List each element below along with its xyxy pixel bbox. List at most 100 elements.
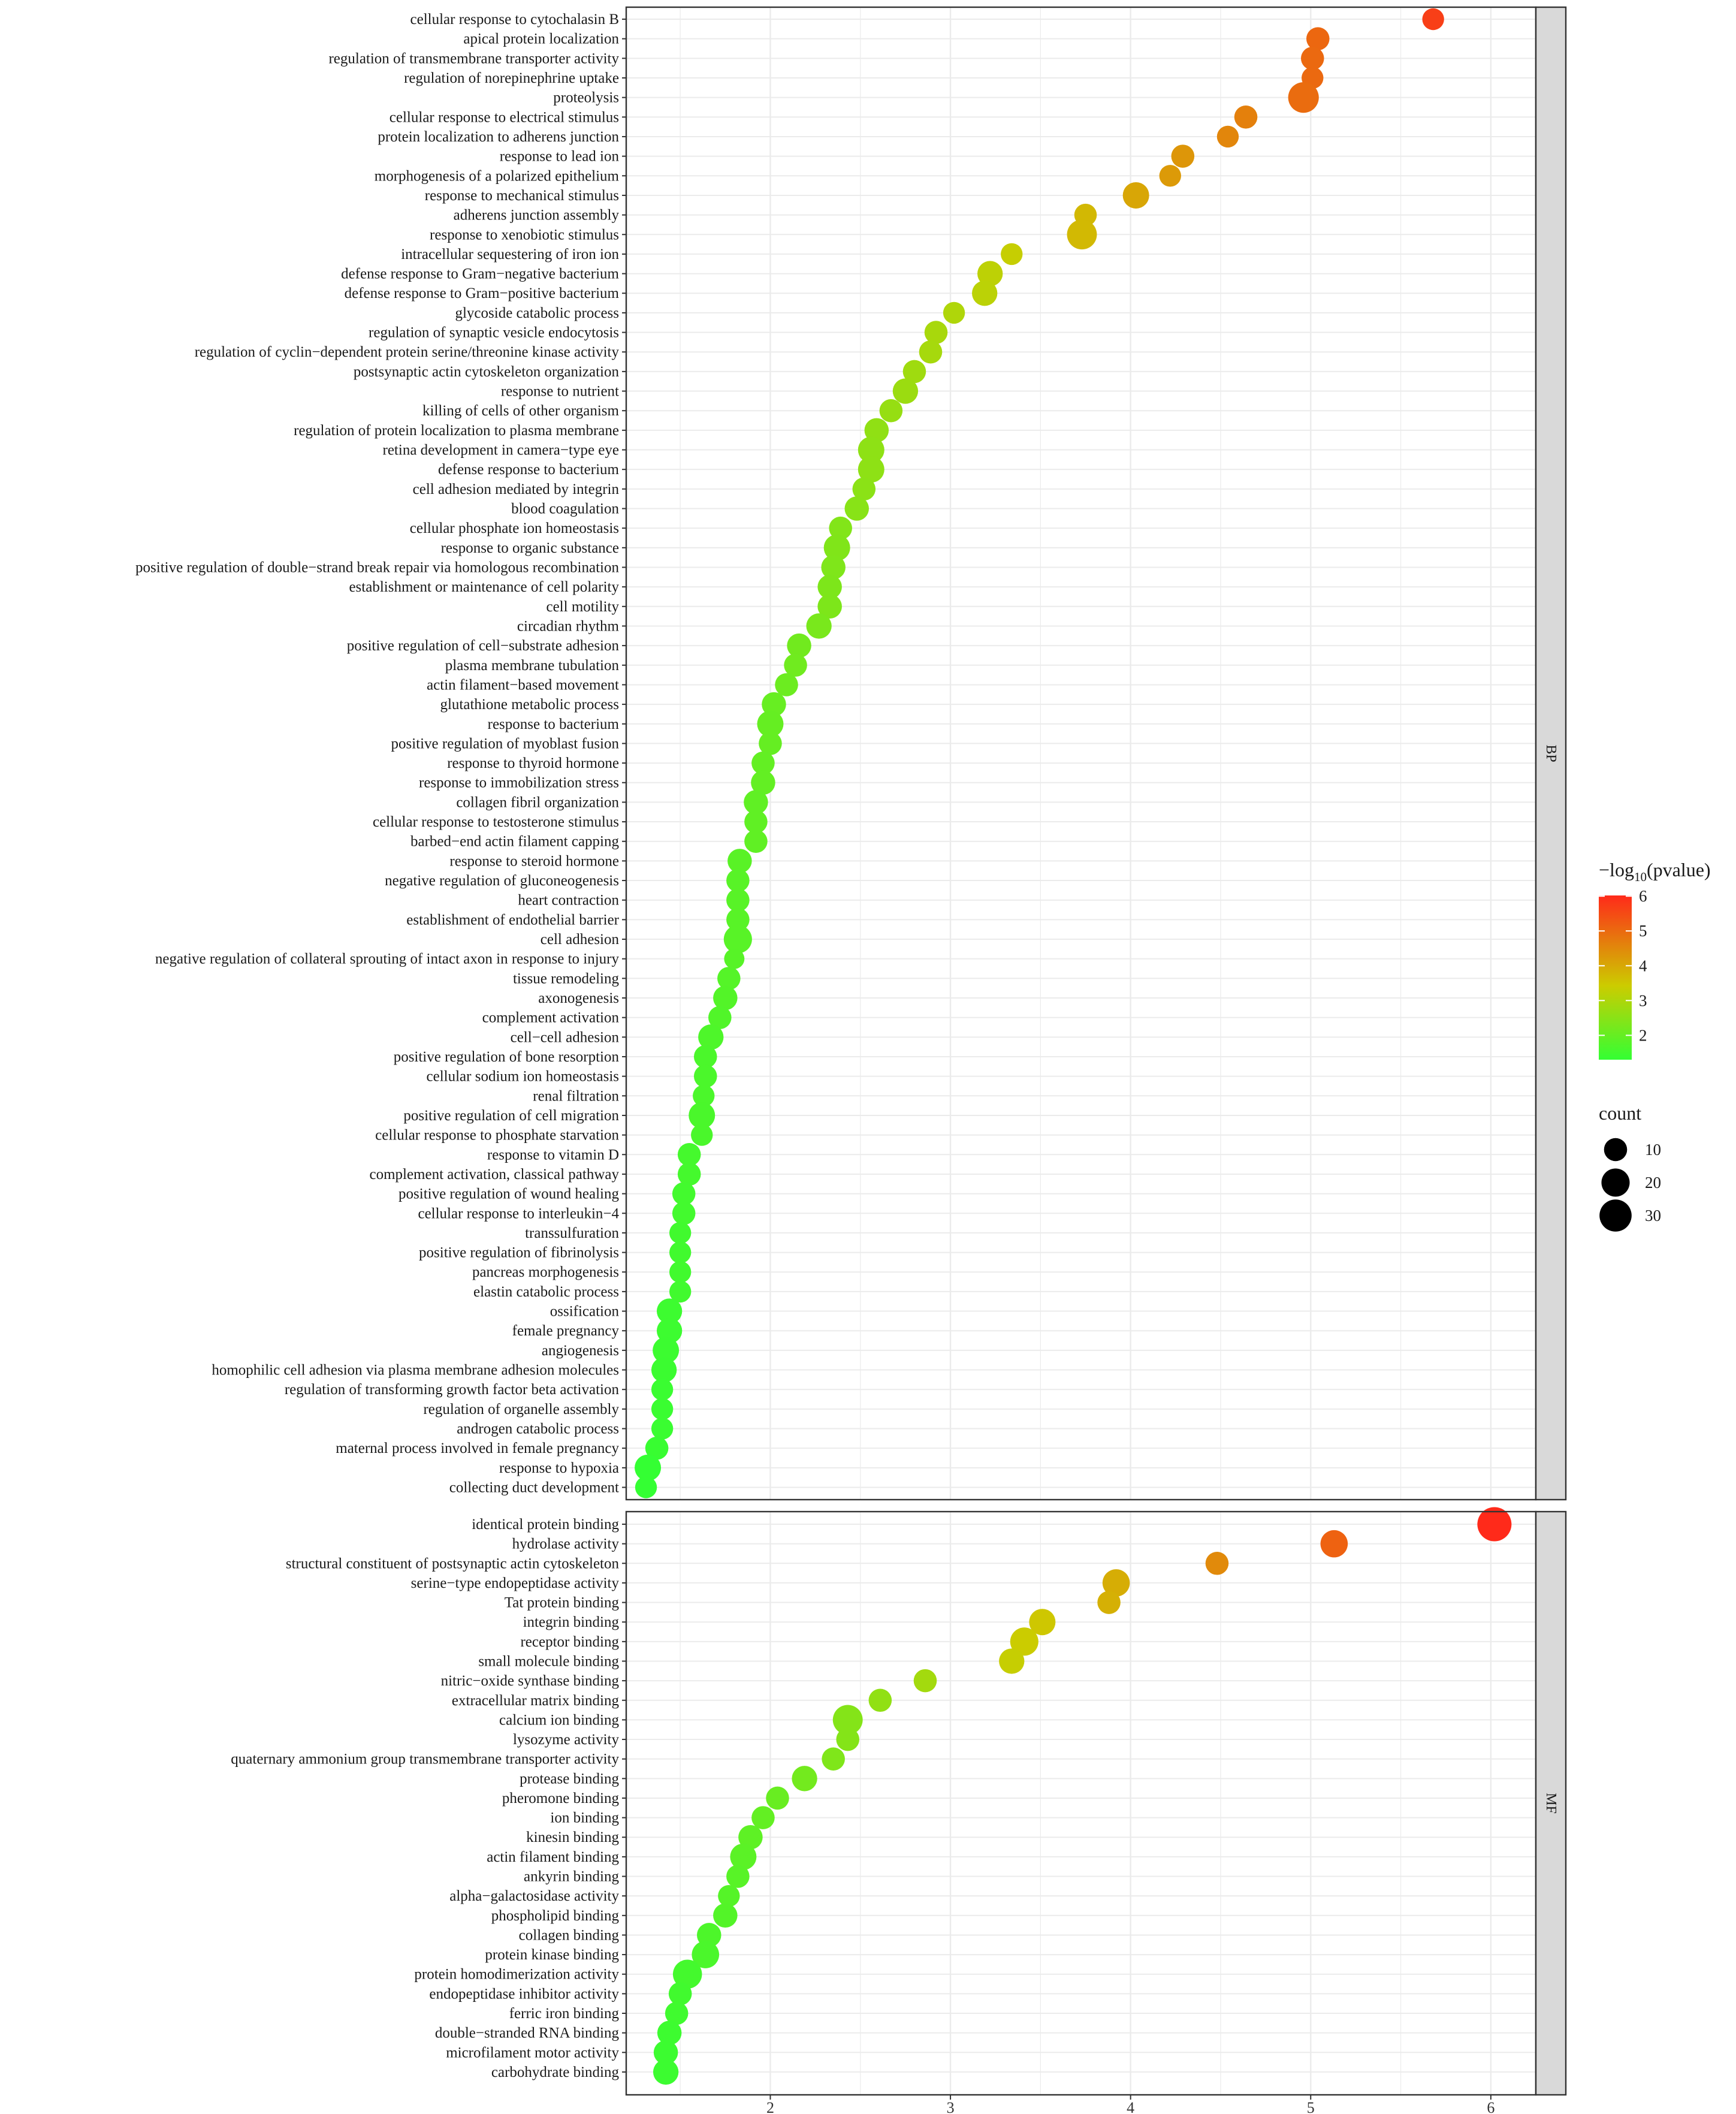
data-point [693, 1064, 717, 1088]
data-point [972, 281, 998, 306]
data-point [669, 1280, 692, 1303]
data-point [689, 1102, 715, 1129]
facet-strip-label: BP [1543, 744, 1559, 762]
data-point [713, 985, 738, 1011]
term-label: positive regulation of cell migration [403, 1108, 619, 1124]
term-label: negative regulation of collateral sprout… [155, 951, 620, 967]
term-label: heart contraction [518, 892, 619, 909]
data-point [1477, 1507, 1512, 1542]
term-label: cellular response to testosterone stimul… [373, 814, 619, 830]
data-point [817, 574, 842, 599]
data-point [668, 1982, 692, 2006]
term-label: kinesin binding [526, 1829, 619, 1845]
term-label: microfilament motor activity [446, 2044, 619, 2061]
data-point [751, 751, 775, 775]
data-point [822, 1747, 845, 1771]
term-label: adherens junction assembly [454, 207, 620, 224]
term-label: response to xenobiotic stimulus [430, 227, 619, 243]
term-label: collagen fibril organization [456, 794, 619, 810]
panel-background [626, 7, 1536, 1500]
term-label: calcium ion binding [499, 1712, 619, 1728]
term-label: actin filament binding [487, 1849, 619, 1865]
term-label: regulation of cyclin−dependent protein s… [195, 344, 620, 360]
term-label: cell motility [546, 599, 619, 615]
data-point [669, 1261, 692, 1283]
x-tick-label: 6 [1487, 2099, 1495, 2114]
term-label: apical protein localization [463, 31, 619, 47]
data-point [692, 1941, 720, 1968]
term-label: ankyrin binding [524, 1869, 620, 1885]
term-label: positive regulation of cell−substrate ad… [347, 638, 620, 654]
data-point [775, 673, 798, 696]
term-label: collagen binding [519, 1927, 620, 1943]
data-point [697, 1923, 721, 1947]
data-point [677, 1143, 701, 1166]
data-point [806, 613, 832, 639]
term-label: quaternary ammonium group transmembrane … [231, 1751, 619, 1768]
term-label: defense response to Gram−negative bacter… [341, 266, 619, 282]
data-point [656, 1298, 683, 1324]
term-label: carbohydrate binding [491, 2064, 620, 2080]
data-point [792, 1766, 817, 1792]
term-label: transsulfuration [525, 1225, 619, 1241]
data-point [829, 516, 852, 540]
term-label: response to thyroid hormone [447, 755, 619, 771]
data-point [635, 1454, 662, 1481]
term-label: defense response to bacterium [438, 462, 620, 478]
data-point [1102, 1569, 1130, 1597]
data-point [730, 1843, 757, 1870]
colorbar-tick-label: 4 [1639, 957, 1647, 975]
term-label: collecting duct development [449, 1480, 619, 1496]
term-label: response to nutrient [501, 384, 619, 400]
data-point [713, 1903, 738, 1928]
data-point [727, 849, 752, 873]
size-legend-point [1601, 1168, 1630, 1197]
data-point [653, 1337, 680, 1364]
x-tick-label: 3 [947, 2099, 955, 2114]
term-label: postsynaptic actin cytoskeleton organiza… [354, 364, 620, 380]
data-point [879, 399, 903, 423]
data-point [1205, 1552, 1229, 1575]
data-point [852, 477, 876, 501]
data-point [977, 261, 1003, 287]
term-label: extracellular matrix binding [452, 1693, 620, 1709]
data-point [672, 1959, 702, 1989]
facet-panels: cellular response to cytochalasin B apica… [135, 6, 1567, 2096]
term-label: cell adhesion [541, 931, 620, 948]
term-label: angiogenesis [542, 1343, 619, 1359]
data-point [751, 1806, 775, 1829]
term-label: homophilic cell adhesion via plasma memb… [212, 1362, 619, 1379]
term-label: barbed−end actin filament capping [410, 834, 619, 850]
colorbar [1599, 895, 1632, 1060]
data-point [708, 1006, 732, 1029]
term-label: cellular sodium ion homeostasis [427, 1069, 619, 1085]
facet-strip [1535, 6, 1567, 1501]
data-point [656, 1318, 683, 1344]
data-point [1320, 1530, 1348, 1558]
facet-panel-bp: cellular response to cytochalasin B apica… [135, 6, 1567, 1501]
data-point [691, 1124, 713, 1146]
term-label: response to vitamin D [487, 1147, 619, 1163]
data-point [1171, 144, 1195, 168]
term-label: ferric iron binding [509, 2006, 620, 2022]
data-point [757, 710, 784, 737]
data-point [1010, 1627, 1038, 1656]
term-label: maternal process involved in female preg… [336, 1440, 619, 1456]
data-point [672, 1182, 696, 1205]
x-tick-label: 4 [1127, 2099, 1134, 2114]
colorbar-title: −log10(pvalue) [1599, 859, 1711, 884]
data-point [1067, 219, 1097, 250]
term-label: intracellular sequestering of iron ion [401, 246, 619, 263]
data-point [1422, 8, 1444, 31]
term-label: Tat protein binding [505, 1595, 620, 1611]
term-label: androgen catabolic process [457, 1421, 619, 1437]
term-label: cell adhesion mediated by integrin [413, 481, 620, 497]
data-point [657, 2020, 682, 2045]
term-label: response to immobilization stress [419, 775, 619, 791]
data-point [693, 1085, 715, 1107]
data-point [759, 732, 782, 755]
term-label: endopeptidase inhibitor activity [429, 1986, 619, 2002]
data-point [924, 321, 948, 344]
term-label: regulation of transmembrane transporter … [328, 50, 619, 67]
